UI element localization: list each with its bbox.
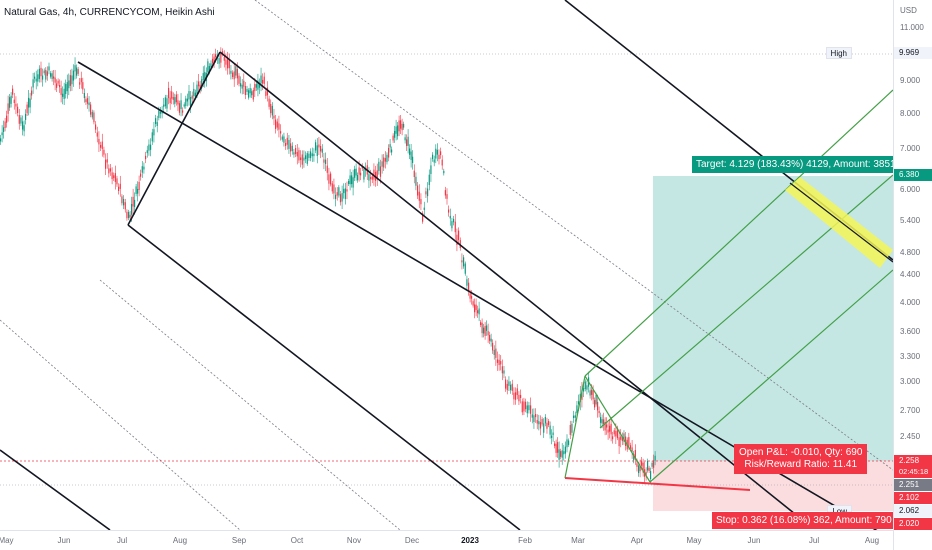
time-label: Aug bbox=[864, 536, 880, 545]
high-tag: High bbox=[825, 47, 852, 59]
dotted-parallel-lower-1[interactable] bbox=[99, 279, 401, 530]
dotted-parallel-upper[interactable] bbox=[254, 0, 893, 471]
price-tick: 8.000 bbox=[900, 109, 921, 118]
time-label: 2023 bbox=[461, 536, 479, 545]
stop-price-badge: 2.102 bbox=[894, 492, 932, 504]
stop-label[interactable]: Stop: 0.362 (16.08%) 362, Amount: 790 bbox=[712, 512, 893, 529]
price-tick: 3.300 bbox=[900, 352, 921, 361]
price-tick: 9.000 bbox=[900, 76, 921, 85]
channel-connector-1[interactable] bbox=[127, 51, 221, 226]
time-label: Sep bbox=[231, 536, 247, 545]
price-tick: 2.700 bbox=[900, 406, 921, 415]
heikin-ashi-candles bbox=[0, 47, 656, 485]
low-value-badge: 2.062 bbox=[894, 505, 932, 517]
time-label: May bbox=[0, 536, 14, 545]
profit-zone[interactable] bbox=[653, 176, 893, 461]
time-label: Mar bbox=[571, 536, 585, 545]
price-tick: 5.400 bbox=[900, 216, 921, 225]
price-tick: 7.000 bbox=[900, 144, 921, 153]
open-pnl-text: Open P&L: -0.010, Qty: 690 bbox=[739, 447, 863, 458]
pitchfork-handle-2[interactable] bbox=[584, 375, 651, 483]
entry-price-badge: 2.251 bbox=[894, 479, 932, 491]
price-tick: 6.000 bbox=[900, 185, 921, 194]
chart-title: Natural Gas, 4h, CURRENCYCOM, Heikin Ash… bbox=[4, 7, 215, 18]
chart-area[interactable]: Natural Gas, 4h, CURRENCYCOM, Heikin Ash… bbox=[0, 0, 893, 530]
currency-label: USD bbox=[900, 6, 917, 15]
price-tick: 2.450 bbox=[900, 432, 921, 441]
channel-lower-line[interactable] bbox=[127, 224, 521, 530]
time-label: Jul bbox=[116, 536, 128, 545]
time-label: Feb bbox=[518, 536, 532, 545]
price-tick: 3.000 bbox=[900, 377, 921, 386]
target-label[interactable]: Target: 4.129 (183.43%) 4129, Amount: 38… bbox=[692, 156, 893, 173]
price-tick: 11.000 bbox=[900, 23, 924, 32]
time-label: Apr bbox=[630, 536, 644, 545]
support-line[interactable] bbox=[564, 477, 751, 491]
countdown-badge: 02:45:18 bbox=[894, 466, 932, 478]
time-label: Jun bbox=[57, 536, 71, 545]
pnl-label[interactable]: Open P&L: -0.010, Qty: 690 Risk/Reward R… bbox=[734, 444, 868, 474]
target-price-badge: 6.380 bbox=[894, 169, 932, 181]
stop-bottom-badge: 2.020 bbox=[894, 518, 932, 530]
high-value-badge: 9.969 bbox=[894, 47, 932, 59]
time-label: Jul bbox=[808, 536, 820, 545]
time-axis[interactable]: May Jun Jul Aug Sep Oct Nov Dec 2023 Feb… bbox=[0, 530, 893, 550]
dotted-parallel-lower-2[interactable] bbox=[0, 319, 241, 530]
price-tick: 4.400 bbox=[900, 270, 921, 279]
time-label: Aug bbox=[172, 536, 188, 545]
time-label: Oct bbox=[290, 536, 304, 545]
pitchfork-handle[interactable] bbox=[564, 375, 586, 479]
pitchfork-lower[interactable] bbox=[649, 269, 893, 483]
price-axis[interactable]: USD 11.000 9.000 8.000 7.000 6.000 5.400… bbox=[893, 0, 932, 550]
highlight-centerline bbox=[789, 182, 893, 263]
time-label: Jun bbox=[747, 536, 761, 545]
price-tick: 4.800 bbox=[900, 248, 921, 257]
price-tick: 3.600 bbox=[900, 327, 921, 336]
last-price-badge: 2.258 bbox=[894, 455, 932, 467]
risk-reward-text: Risk/Reward Ratio: 11.41 bbox=[744, 459, 858, 470]
bottom-left-trend-line[interactable] bbox=[0, 449, 111, 530]
time-label: Nov bbox=[346, 536, 362, 545]
channel-middle-line[interactable] bbox=[219, 51, 801, 519]
time-label: Dec bbox=[404, 536, 420, 545]
time-label: May bbox=[686, 536, 702, 545]
price-tick: 4.000 bbox=[900, 298, 921, 307]
pitchfork-upper[interactable] bbox=[584, 89, 893, 377]
